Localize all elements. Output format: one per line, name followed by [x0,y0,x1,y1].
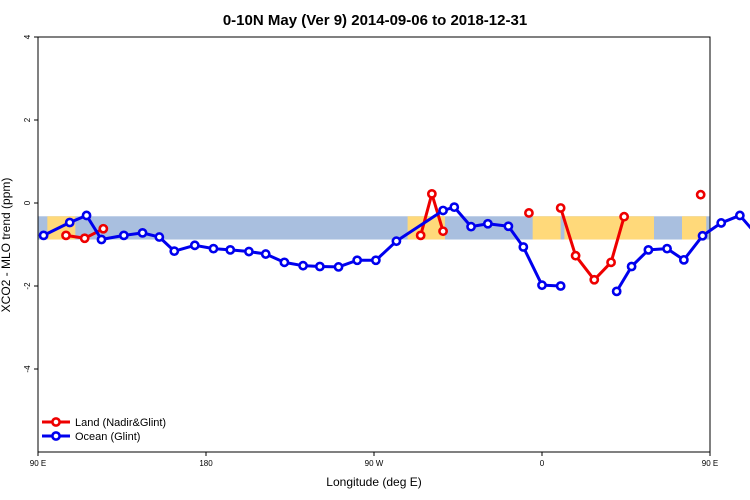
data-point [503,221,514,232]
data-point [370,255,381,266]
data-point [189,240,200,251]
data-point [626,261,637,272]
data-point [716,218,727,228]
data-point [64,217,75,228]
data-point [279,257,290,268]
data-point [154,232,165,242]
data-point [606,257,616,268]
series-land [61,188,706,285]
data-point [482,218,493,229]
series-ocean [38,202,750,297]
legend: Land (Nadir&Glint) Ocean (Glint) [42,417,166,443]
plot-frame [37,36,711,453]
data-point [449,202,460,213]
y-tick-label: -2 [23,282,32,290]
data-point [352,255,363,266]
data-point [137,227,148,238]
data-point [611,286,622,297]
data-point [118,230,129,241]
data-point [169,246,180,257]
data-point [734,210,745,221]
data-point [61,230,71,241]
data-point [96,234,107,245]
land-patch [564,216,654,240]
data-point [298,260,308,271]
data-point [619,211,630,222]
chart-title: 0-10N May (Ver 9) 2014-09-06 to 2018-12-… [223,12,527,29]
data-point [438,205,448,216]
data-point [79,233,90,244]
legend-label: Ocean (Glint) [75,431,140,443]
data-point [333,262,344,272]
data-point [695,189,706,200]
legend-marker [51,431,61,441]
data-point [537,280,547,291]
data-point [438,226,448,237]
x-tick-label: 90 W [365,459,384,468]
legend-marker [51,417,61,427]
data-point [314,261,325,272]
data-point [466,221,476,232]
x-axis-label: Longitude (deg E) [326,475,421,489]
data-point [678,254,689,265]
data-point [555,281,566,291]
y-tick-label: 4 [23,34,32,39]
data-point [662,243,672,254]
data-point [244,246,254,257]
x-tick-label: 0 [540,459,545,468]
y-tick-label: 2 [23,117,32,122]
y-axis-label: XCO2 - MLO trend (ppm) [0,178,13,313]
data-point [570,250,581,261]
series-layer [38,188,750,297]
data-point [524,208,534,218]
legend-label: Land (Nadir&Glint) [75,417,166,429]
x-tick-label: 90 E [702,459,718,468]
data-point [98,223,109,234]
data-point [643,244,654,255]
data-point [208,243,219,254]
data-point [415,230,426,241]
x-tick-label: 180 [199,459,213,468]
land-patch [532,216,561,240]
data-point [391,236,402,247]
data-point [38,230,49,241]
y-tick-label: 0 [23,200,32,205]
y-axis: -4 -2 0 2 4 [23,34,38,373]
data-point [589,274,600,285]
data-point [697,230,708,241]
series-line [42,205,561,288]
data-point [518,242,529,252]
data-point [225,244,236,255]
y-tick-label: -4 [23,365,32,373]
data-point [260,249,271,259]
data-point [426,188,437,199]
x-tick-label: 90 E [30,459,46,468]
data-point [81,210,92,221]
x-axis: 90 E 180 90 W 0 90 E [30,452,718,468]
data-point [555,203,566,213]
